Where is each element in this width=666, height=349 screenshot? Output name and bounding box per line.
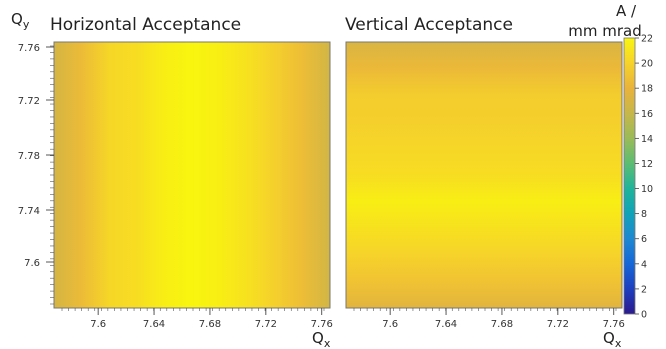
colorbar-scale <box>624 38 635 314</box>
x-tick-label: 7.76 <box>603 319 625 330</box>
x-tick-label: 7.68 <box>199 319 221 330</box>
vertical-x-ticks: 7.6 7.64 7.68 7.72 7.76 <box>353 308 625 330</box>
vertical-x-axis-label: Qx <box>603 329 622 349</box>
horizontal-x-axis-label: Qx <box>312 329 331 349</box>
horizontal-x-ticks: 7.6 7.64 7.68 7.72 7.76 <box>61 308 333 330</box>
colorbar-label-line2: mm mrad <box>568 22 641 40</box>
colorbar-tick-label: 18 <box>641 84 653 95</box>
colorbar-tick-label: 14 <box>641 134 653 145</box>
horizontal-title: Horizontal Acceptance <box>50 15 241 35</box>
colorbar-tick-label: 22 <box>641 34 653 45</box>
colorbar-tick-label: 8 <box>641 209 647 220</box>
x-tick-label: 7.64 <box>435 319 457 330</box>
vertical-title: Vertical Acceptance <box>345 15 513 35</box>
x-tick-label: 7.6 <box>90 319 106 330</box>
y-axis-label: Qy <box>11 10 30 31</box>
y-tick-label: 7.6 <box>24 258 40 269</box>
horizontal-y-ticks: 7.76 7.72 7.78 7.74 7.6 <box>18 43 54 305</box>
y-tick-label: 7.74 <box>18 206 40 217</box>
x-tick-label: 7.68 <box>491 319 513 330</box>
horizontal-heatmap <box>54 42 330 308</box>
colorbar-tick-label: 16 <box>641 109 653 120</box>
colorbar-tick-label: 6 <box>641 234 647 245</box>
x-tick-label: 7.64 <box>143 319 165 330</box>
colorbar-tick-label: 10 <box>641 184 653 195</box>
colorbar-tick-label: 0 <box>641 310 647 321</box>
x-tick-label: 7.76 <box>311 319 333 330</box>
y-tick-label: 7.76 <box>18 43 40 54</box>
x-tick-label: 7.6 <box>382 319 398 330</box>
colorbar-ticks: 0 2 4 6 8 10 12 14 16 18 20 22 <box>635 34 653 321</box>
colorbar-label-line1: A / <box>616 2 637 20</box>
colorbar-frame <box>623 37 636 315</box>
horizontal-acceptance-panel: Horizontal Acceptance 7.6 7.64 7.68 7.72 7.7… <box>11 10 333 349</box>
colorbar-tick-label: 2 <box>641 284 647 295</box>
vertical-heatmap <box>346 42 622 308</box>
vertical-frame <box>345 41 623 309</box>
vertical-acceptance-panel: Vertical Acceptance 7.6 7.64 7.68 7.72 7.76 … <box>345 15 625 349</box>
colorbar: A / mm mrad 0 2 4 6 8 10 12 14 16 18 20 22 <box>568 2 653 321</box>
x-tick-label: 7.72 <box>547 319 569 330</box>
y-tick-label: 7.78 <box>18 151 40 162</box>
y-tick-label: 7.72 <box>18 96 40 107</box>
colorbar-tick-label: 20 <box>641 59 653 70</box>
colorbar-tick-label: 4 <box>641 259 647 270</box>
colorbar-tick-label: 12 <box>641 159 653 170</box>
x-tick-label: 7.72 <box>255 319 277 330</box>
